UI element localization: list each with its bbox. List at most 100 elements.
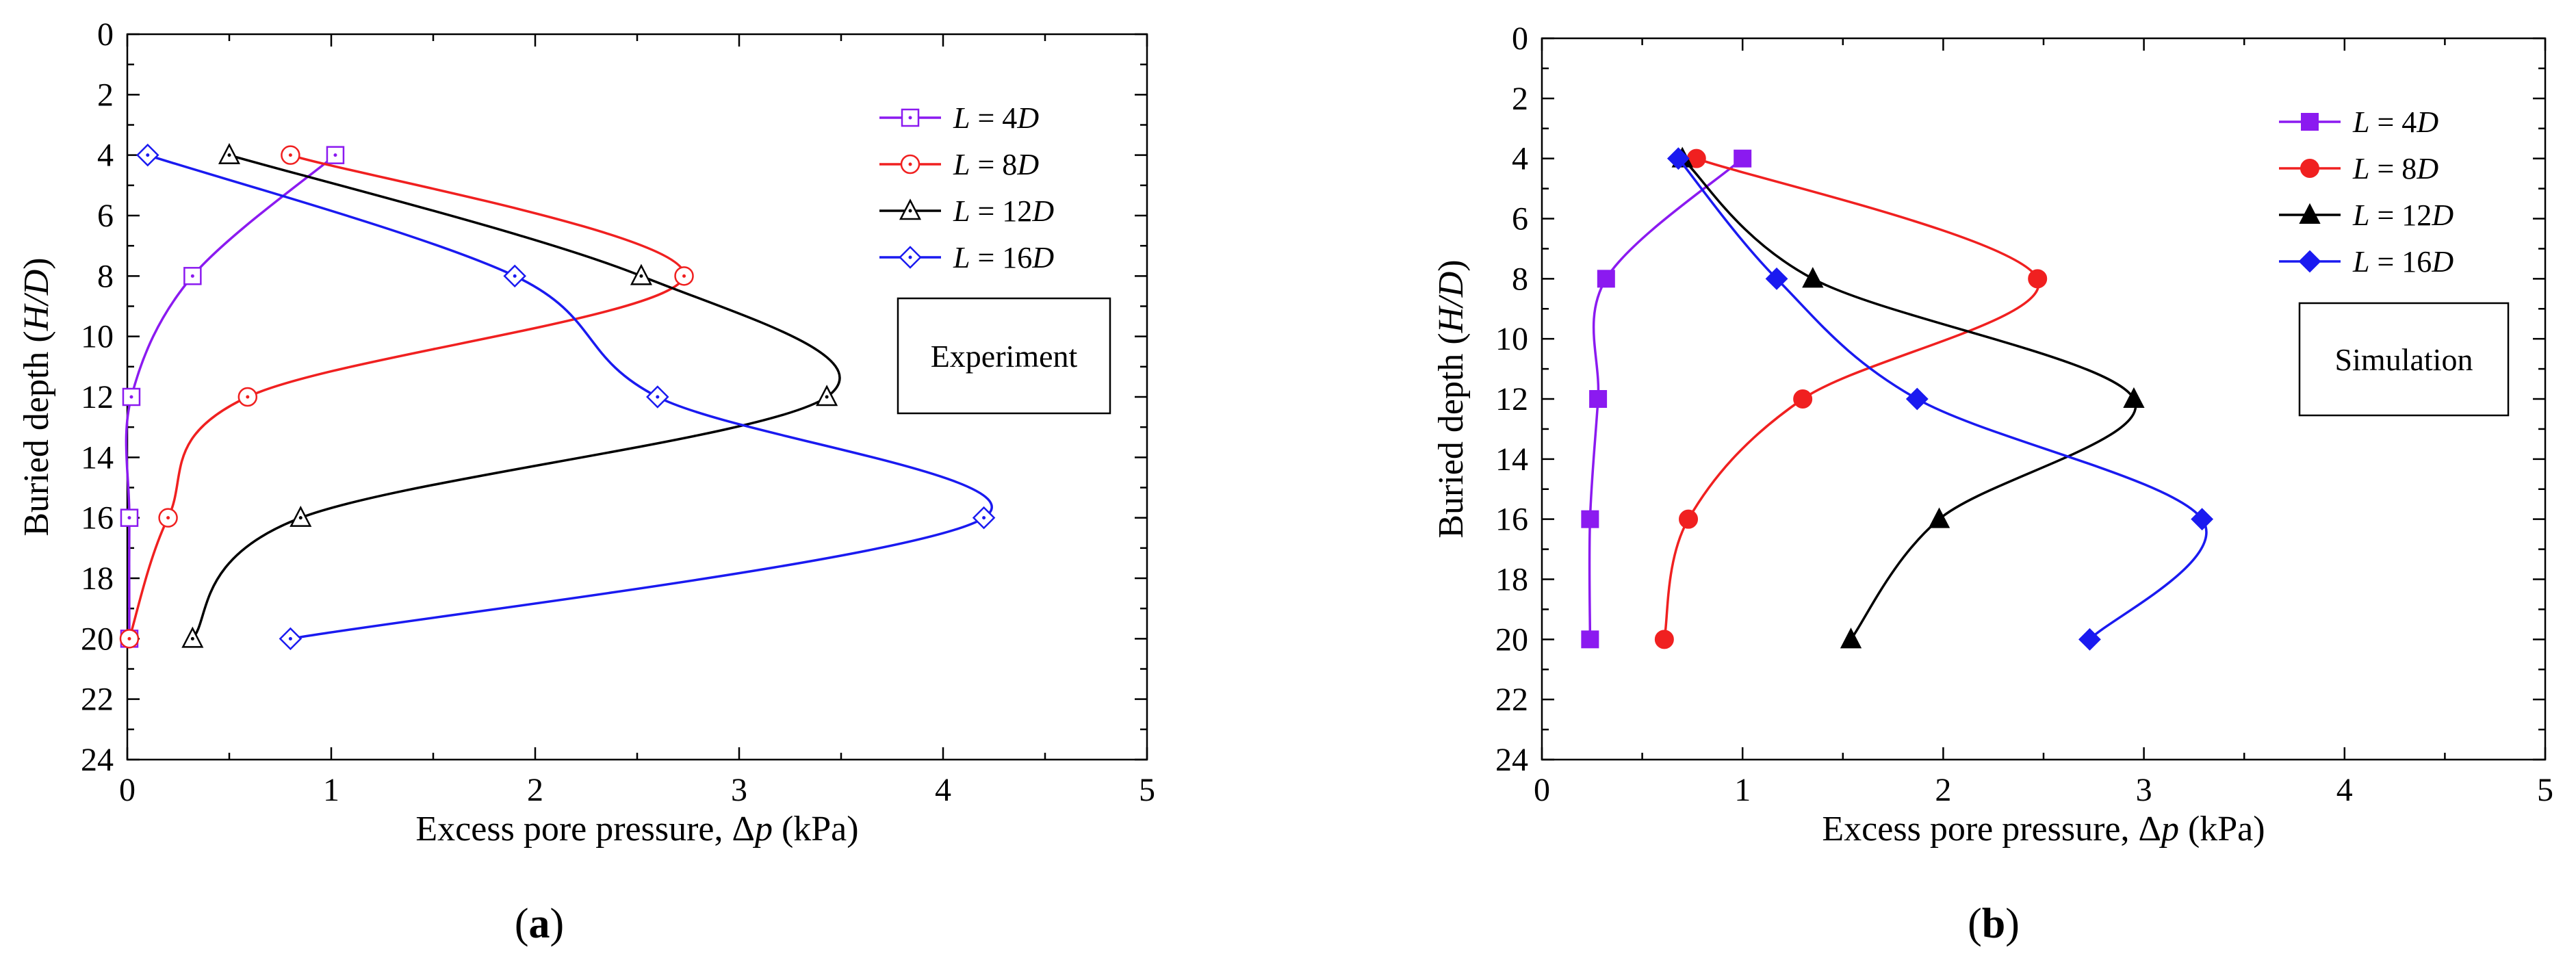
y-tick-label: 20 <box>1495 621 1528 658</box>
legend: L = 4D L = 8D L = 12D L = 16D <box>2279 105 2453 279</box>
legend-marker <box>2298 250 2321 273</box>
data-point-dot <box>127 636 131 641</box>
x-axis-title: Excess pore pressure, Δp (kPa) <box>1822 810 2265 849</box>
y-tick-label: 18 <box>1495 562 1528 598</box>
y-tick-label: 22 <box>1495 682 1528 718</box>
data-point-dot <box>639 274 643 278</box>
legend-marker <box>2299 203 2321 224</box>
data-point <box>2028 269 2048 289</box>
series-l-4d <box>120 146 345 648</box>
data-point <box>1905 387 1929 411</box>
x-tick-label: 3 <box>731 772 747 808</box>
data-point-dot <box>825 395 829 399</box>
series-line <box>1677 157 2208 641</box>
data-point <box>1928 507 1950 528</box>
x-tick-label: 0 <box>1534 772 1550 808</box>
y-tick-label: 2 <box>1512 81 1528 117</box>
legend-label: L = 12D <box>953 194 1054 228</box>
y-tick-label: 24 <box>81 742 114 778</box>
x-tick-label: 3 <box>2136 772 2152 808</box>
series-line <box>128 153 686 639</box>
data-point <box>1589 390 1608 408</box>
legend-marker-dot <box>908 209 912 213</box>
y-tick-label: 4 <box>97 138 114 174</box>
data-point <box>2191 508 2214 531</box>
panel-label: (a) <box>515 901 564 947</box>
data-point <box>1597 270 1615 288</box>
data-point-dot <box>298 516 302 520</box>
series-line <box>125 154 337 639</box>
x-tick-label: 5 <box>2537 772 2553 808</box>
data-point-dot <box>246 395 250 399</box>
series-l-4d <box>1581 149 1752 649</box>
x-tick-label: 2 <box>1935 772 1951 808</box>
data-point-dot <box>333 153 337 157</box>
y-tick-label: 22 <box>81 682 114 718</box>
y-tick-label: 2 <box>97 77 114 113</box>
legend-label: L = 12D <box>2352 198 2453 232</box>
series-l-12d <box>181 142 841 648</box>
data-point-dot <box>227 153 231 157</box>
legend-marker-dot <box>908 116 912 120</box>
x-tick-label: 4 <box>935 772 951 808</box>
legend-label: L = 8D <box>2352 152 2438 185</box>
y-tick-label: 10 <box>1495 321 1528 357</box>
data-point-dot <box>656 395 660 399</box>
legend-label: L = 4D <box>953 101 1039 135</box>
data-point-dot <box>129 395 133 399</box>
legend: L = 4D L = 8D L = 12D L = 16D <box>879 101 1054 274</box>
legend-marker <box>2301 113 2319 131</box>
y-tick-label: 8 <box>97 258 114 294</box>
series-line <box>1682 157 2137 641</box>
data-point <box>1765 267 1788 290</box>
y-tick-label: 6 <box>1512 201 1528 237</box>
data-point <box>1679 509 1699 529</box>
x-tick-label: 1 <box>323 772 339 808</box>
y-tick-label: 18 <box>81 560 114 597</box>
x-tick-label: 5 <box>1139 772 1155 808</box>
legend-label: L = 8D <box>953 148 1039 181</box>
data-point-dot <box>190 636 194 641</box>
data-point <box>2078 628 2101 651</box>
series-l-16d <box>1666 147 2214 651</box>
y-tick-label: 10 <box>81 319 114 355</box>
panel-label: (b) <box>1968 901 2020 947</box>
y-tick-label: 8 <box>1512 261 1528 297</box>
y-axis-title: Buried depth (H/D) <box>1432 259 1471 538</box>
y-tick-label: 12 <box>81 379 114 415</box>
series-l-16d <box>136 143 996 651</box>
data-point <box>1734 149 1752 168</box>
series-l-8d <box>119 145 694 649</box>
annotation-box <box>897 297 1111 415</box>
legend-marker <box>2300 159 2319 178</box>
data-point-dot <box>682 274 686 278</box>
y-tick-label: 0 <box>1512 21 1528 57</box>
series-line <box>1588 157 1744 640</box>
y-tick-label: 4 <box>1512 141 1528 177</box>
y-tick-label: 6 <box>97 198 114 234</box>
data-point-dot <box>146 153 150 157</box>
data-point <box>1840 628 1862 649</box>
data-point <box>1793 389 1813 409</box>
y-tick-label: 24 <box>1495 742 1528 778</box>
annotation-text: Experiment <box>931 339 1078 374</box>
data-point-dot <box>288 153 292 157</box>
x-tick-label: 1 <box>1734 772 1751 808</box>
series-l-8d <box>1654 148 2048 649</box>
data-point-dot <box>513 274 517 278</box>
legend-label: L = 16D <box>953 241 1054 274</box>
series-line <box>192 153 841 640</box>
legend-marker-dot <box>908 255 912 259</box>
x-tick-label: 0 <box>119 772 136 808</box>
data-point-dot <box>288 636 292 641</box>
y-tick-label: 16 <box>81 500 114 537</box>
series-line <box>147 154 993 641</box>
data-point <box>1666 147 1690 170</box>
data-point-dot <box>982 516 986 520</box>
y-tick-label: 14 <box>81 439 114 476</box>
legend-label: L = 16D <box>2352 245 2453 279</box>
data-point <box>1802 267 1824 288</box>
data-point <box>1581 510 1599 528</box>
